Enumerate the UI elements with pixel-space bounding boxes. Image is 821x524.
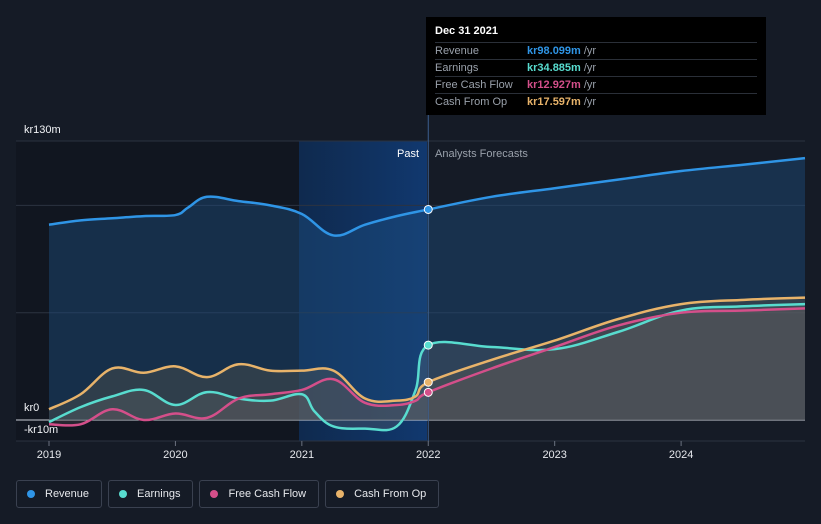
x-axis-ticks: 2019 2020 2021 2022 2023 2024 — [37, 441, 693, 461]
x-tick-label: 2024 — [669, 449, 693, 461]
revenue-dot — [423, 204, 433, 214]
tooltip-row-value: kr17.597m — [527, 96, 581, 108]
legend-dot-icon — [210, 490, 219, 498]
cash-from-op-line — [48, 296, 806, 411]
y-label-top: kr130m — [24, 124, 61, 136]
dark-past-band — [16, 141, 299, 441]
legend-label: Cash From Op — [354, 488, 427, 500]
free-cash-flow-dot — [423, 387, 433, 397]
series-lines — [48, 156, 806, 432]
tooltip-row-name: Earnings — [435, 62, 479, 74]
x-tick-label: 2023 — [542, 449, 566, 461]
y-label-bottom: -kr10m — [24, 424, 58, 436]
tooltip-row-value: kr34.885m — [527, 62, 581, 74]
legend-dot-icon — [336, 490, 345, 498]
tooltip-date: Dec 31 2021 — [435, 25, 498, 37]
highlight-band — [299, 141, 427, 441]
tooltip-row-free-cash-flow: Free Cash Flow kr12.927m /yr — [435, 76, 757, 93]
tooltip-row-unit: /yr — [583, 96, 597, 108]
x-tick-label: 2020 — [163, 449, 187, 461]
tooltip-row-value: kr98.099m — [527, 45, 581, 57]
tooltip-row-cash-from-op: Cash From Op kr17.597m /yr — [435, 93, 757, 110]
legend-label: Revenue — [45, 488, 90, 500]
x-tick-label: 2022 — [416, 449, 440, 461]
tooltip-row-name: Free Cash Flow — [435, 79, 513, 91]
y-label-zero: kr0 — [24, 402, 39, 414]
earnings-line — [48, 302, 806, 432]
legend-item-earnings[interactable]: Earnings — [108, 480, 194, 508]
forecast-label: Analysts Forecasts — [435, 148, 528, 160]
tooltip-row-name: Revenue — [435, 45, 480, 57]
tooltip: Dec 31 2021 Revenue kr98.099m /yr Earnin… — [426, 17, 766, 115]
tooltip-row-unit: /yr — [583, 45, 597, 57]
tooltip-row-name: Cash From Op — [435, 96, 508, 108]
tooltip-row-value: kr12.927m — [527, 79, 581, 91]
tooltip-row-revenue: Revenue kr98.099m /yr — [435, 42, 757, 59]
free-cash-flow-line — [48, 307, 806, 427]
legend-item-cash-from-op[interactable]: Cash From Op — [325, 480, 440, 508]
revenue-line — [48, 156, 806, 237]
revenue-area — [49, 158, 805, 420]
legend-dot-icon — [119, 490, 128, 498]
cash-from-op-dot — [423, 377, 433, 387]
legend: Revenue Earnings Free Cash Flow Cash Fro… — [16, 480, 440, 508]
legend-label: Free Cash Flow — [228, 488, 307, 500]
legend-label: Earnings — [137, 488, 181, 500]
x-tick-label: 2019 — [37, 449, 61, 461]
past-label: Past — [397, 148, 419, 160]
free-cash-flow-area — [49, 308, 805, 426]
x-tick-label: 2021 — [290, 449, 314, 461]
tooltip-row-earnings: Earnings kr34.885m /yr — [435, 59, 757, 76]
earnings-dot — [423, 340, 433, 350]
legend-dot-icon — [27, 490, 35, 498]
tooltip-row-unit: /yr — [583, 62, 597, 74]
legend-item-revenue[interactable]: Revenue — [16, 480, 103, 508]
legend-item-free-cash-flow[interactable]: Free Cash Flow — [199, 480, 320, 508]
tooltip-row-unit: /yr — [583, 79, 597, 91]
hover-dots — [423, 204, 433, 397]
cash-from-op-area — [49, 297, 805, 420]
